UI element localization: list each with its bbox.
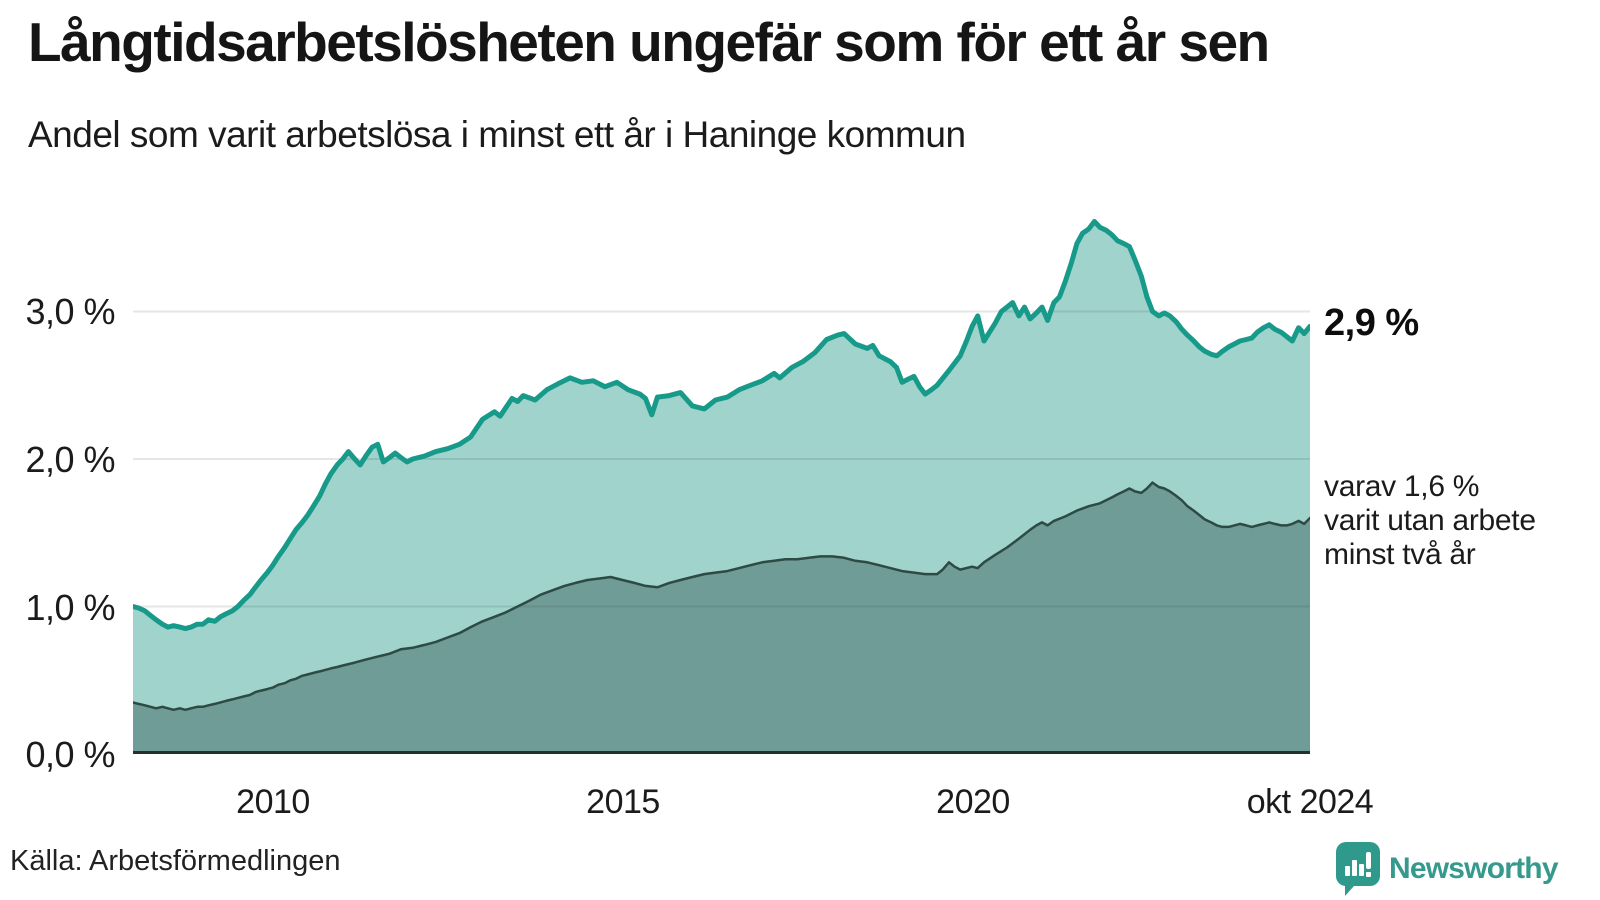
secondary-annotation-line-3: minst två år [1324, 538, 1476, 571]
series-line [133, 481, 1310, 712]
y-tick-1: 1,0 % [25, 587, 115, 628]
secondary-annotation-line-1: varav 1,6 % [1324, 470, 1480, 503]
y-tick-2: 2,0 % [25, 439, 115, 480]
exclamation-stem [1366, 852, 1371, 869]
chart-subtitle: Andel som varit arbetslösa i minst ett å… [28, 114, 966, 155]
bar-1 [1345, 866, 1350, 876]
exclamation-dot [1366, 872, 1371, 877]
x-tick-2010: 2010 [236, 783, 310, 821]
area-chart [133, 219, 1310, 754]
newsworthy-branding: Newsworthy [1336, 841, 1559, 897]
series-line [133, 219, 1310, 632]
x-tick-okt-2024: okt 2024 [1246, 783, 1374, 821]
plot-area [133, 200, 1310, 757]
x-tick-2020: 2020 [936, 783, 1010, 821]
area-fill [133, 482, 1310, 754]
newsworthy-logo-icon [1336, 842, 1380, 896]
secondary-annotation: varav 1,6 % varit utan arbete minst två … [1324, 470, 1536, 572]
speech-bubble-shape [1336, 842, 1380, 896]
bar-2 [1352, 860, 1357, 876]
newsworthy-wordmark: Newsworthy [1389, 852, 1559, 885]
bar-3 [1359, 864, 1364, 876]
secondary-annotation-line-2: varit utan arbete [1324, 504, 1536, 537]
latest-value-label: 2,9 % [1324, 302, 1419, 344]
source-note: Källa: Arbetsförmedlingen [10, 845, 341, 877]
x-tick-2015: 2015 [586, 783, 660, 821]
y-tick-3: 3,0 % [25, 291, 115, 332]
page-title: Långtidsarbetslösheten ungefär som för e… [28, 11, 1270, 73]
y-tick-0: 0,0 % [25, 734, 115, 775]
